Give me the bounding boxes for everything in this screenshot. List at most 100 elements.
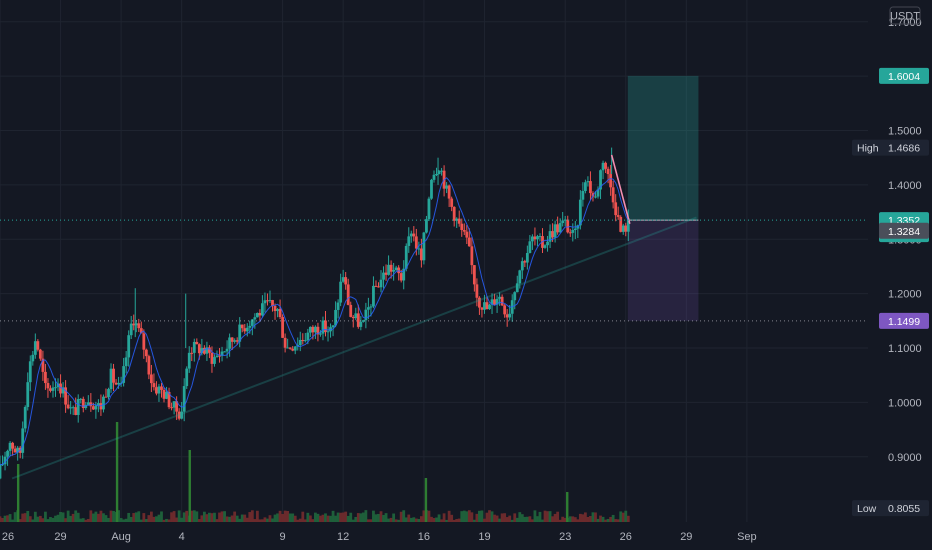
volume-bar [255,510,259,522]
candle-body [566,219,570,233]
candle-body [155,387,158,394]
candle-body [223,351,226,353]
candle-body [422,232,426,261]
candle-body [404,245,408,269]
candle-body [394,267,398,271]
time-tick: 4 [179,531,185,543]
candle-body [137,323,141,329]
volume-bar [536,516,539,522]
volume-bar [127,512,131,522]
profit-zone[interactable] [627,75,699,221]
ref-price-label[interactable]: 1.3284 [879,222,929,239]
long-position-tool[interactable] [627,75,699,321]
candle-body [38,349,42,359]
candle-body [548,231,552,242]
volume-bar [200,515,204,522]
volume-bar [175,517,179,522]
candle-body [457,218,461,224]
volume-bar [157,514,161,522]
volume-bar [311,519,315,522]
currency-badge[interactable]: USDT [889,6,921,25]
volume-bar [404,517,408,522]
volume-bar [364,510,368,522]
candle-body [427,198,431,220]
candle-body [351,316,355,319]
volume-bar [349,512,353,522]
volume-bar [581,514,585,522]
candle-body [170,407,173,409]
volume-bar [28,516,32,522]
volume-bar [165,518,168,522]
volume-bar [228,516,232,522]
volume-bar [190,510,194,522]
candle-body [611,187,615,203]
volume-bar [180,517,184,522]
candle-body [253,317,257,320]
candle-body [293,346,297,351]
volume-bar [583,512,587,522]
candle-body [568,232,572,234]
target-price-label[interactable]: 1.6004 [879,67,929,84]
volume-bar [447,510,451,522]
candle-body [107,389,110,398]
stop-price-label[interactable]: 1.1499 [879,312,929,329]
volume-bar [500,513,504,522]
volume-bar [147,515,151,522]
candle-body [558,223,562,233]
time-tick: 26 [2,531,14,543]
candle-body [377,286,380,288]
volume-bars [0,422,630,522]
candle-body [205,347,209,354]
volume-bar [208,512,211,522]
volume-bar [240,514,244,522]
candle-body [498,296,502,299]
volume-bar [76,512,80,522]
candle-body [366,307,370,310]
volume-bar [576,519,580,522]
time-axis[interactable] [0,522,868,550]
candle-body [288,347,292,349]
volume-bar [621,512,625,522]
volume-bar [129,516,133,522]
projection-line[interactable] [610,154,631,225]
volume-bar [21,513,25,522]
currency-label: USDT [890,11,920,23]
volume-bar [238,518,242,522]
volume-bar [604,519,607,522]
drawing-overlays [0,154,868,480]
volume-bar [387,518,390,522]
price-axis-labels: 1.6004High1.46861.335203:32:351.32841.14… [852,67,929,517]
candle-body [359,321,363,327]
price-tick: 0.9000 [888,452,922,464]
volume-bar [195,511,199,522]
candle-body [334,309,337,326]
candle-body [298,339,302,346]
candle-body [228,337,232,349]
volume-bar [49,517,52,522]
price-axis[interactable] [868,0,932,550]
time-tick: 23 [559,531,571,543]
high-price-label[interactable]: High 1.4686 [852,139,929,156]
loss-zone[interactable] [627,220,699,321]
candle-body [185,368,189,387]
candle-body [215,355,219,358]
volume-bar [465,511,469,522]
volume-bar [427,510,431,522]
candle-body [202,347,206,354]
volume-bar [409,517,413,522]
candle-body [112,368,115,383]
candle-body [122,366,126,383]
volume-bar [399,511,403,522]
trendline[interactable] [11,216,697,480]
candle-body [84,404,88,409]
volume-bar [445,519,449,522]
candle-body [167,391,171,408]
volume-bar [16,464,20,522]
candle-body [255,312,259,318]
volume-bar [346,515,350,522]
low-price-label[interactable]: Low 0.8055 [852,500,929,517]
low-value-text: 0.8055 [888,503,920,515]
candle-body [281,317,285,338]
volume-bar [470,512,474,522]
